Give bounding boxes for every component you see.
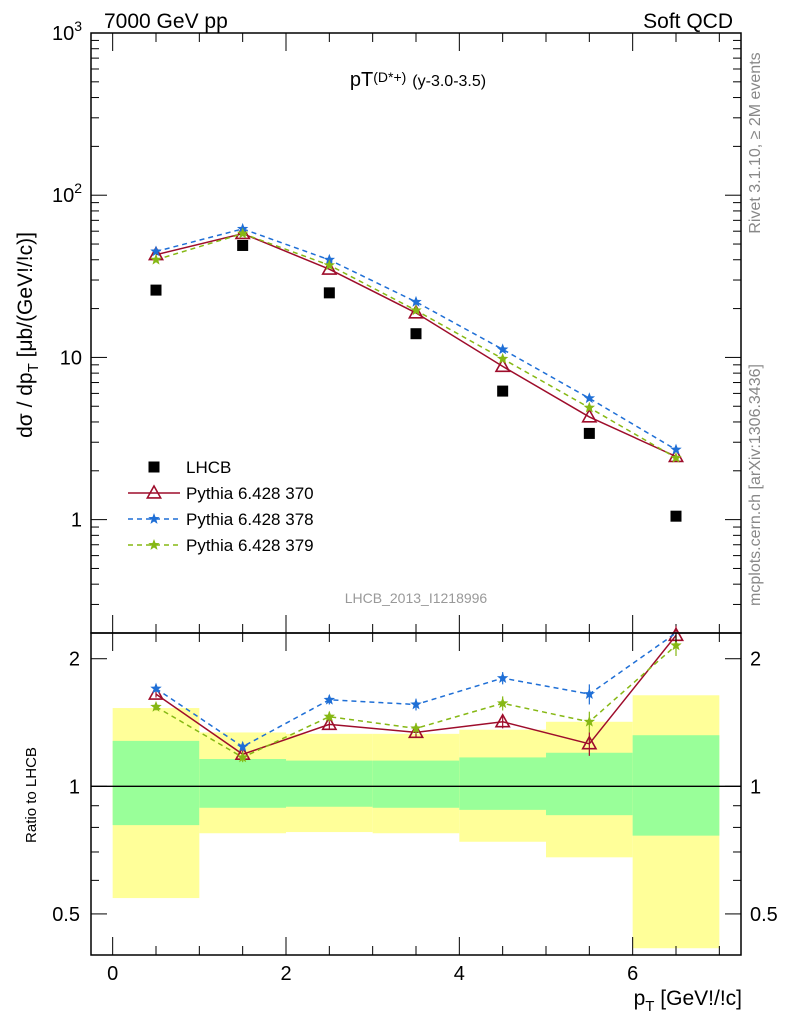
ratio-point-2-3 (410, 722, 422, 734)
ratio-point-2-6 (670, 639, 682, 651)
legend-label-0: LHCB (186, 458, 231, 477)
band-inner-0 (112, 740, 200, 826)
rivet-label: Rivet 3.1.10, ≥ 2M events (747, 52, 764, 233)
ratio-ytick-label-right: 1 (750, 776, 761, 798)
main-point-3-4 (496, 352, 509, 364)
main-title: pT(D*+) (y-3.0-3.5) (350, 69, 486, 91)
ratio-xtick-label: 6 (627, 963, 638, 985)
band-inner-5 (546, 752, 633, 816)
main-title-range: (y-3.0-3.5) (412, 73, 486, 90)
ratio-point-1-1 (236, 740, 249, 752)
main-point-0-4 (497, 385, 509, 397)
main-point-0-1 (237, 239, 249, 251)
legend-marker-3 (148, 539, 160, 550)
ratio-point-2-4 (496, 697, 509, 709)
main-point-0-6 (670, 510, 682, 522)
main-line-1 (155, 232, 677, 458)
main-point-3-3 (410, 304, 422, 316)
ratio-ytick-label-right: 2 (750, 649, 761, 671)
legend-label-1: Pythia 6.428 370 (186, 484, 314, 503)
ratio-point-0-4 (494, 713, 511, 728)
main-point-1-2 (321, 260, 338, 275)
legend-marker-1 (145, 484, 163, 499)
ratio-point-1-2 (323, 693, 336, 705)
main-point-2-4 (496, 343, 509, 355)
ratio-point-2-0 (150, 700, 162, 712)
header-energy: 7000 GeV pp (104, 10, 228, 33)
main-ytick-label: 102 (52, 180, 82, 207)
main-point-3-1 (236, 227, 249, 239)
main-line-3 (155, 232, 677, 459)
main-point-1-5 (581, 408, 598, 423)
band-inner-3 (372, 760, 460, 808)
main-line-2 (155, 228, 677, 451)
main-ytick-label: 10 (60, 347, 82, 369)
band-inner-2 (286, 760, 373, 807)
ratio-ytick-label: 0.5 (52, 904, 80, 926)
main-point-0-2 (323, 287, 335, 299)
band-inner-4 (459, 757, 546, 810)
main-point-1-4 (494, 357, 511, 373)
main-title-particle: (D*+) (373, 69, 406, 85)
source-label: mcplots.cern.ch [arXiv:1306.3436] (747, 364, 764, 606)
main-point-0-5 (583, 427, 595, 439)
main-y-axis-label: dσ / dpT [μb/(GeV!/!c)] (14, 232, 42, 438)
ratio-xtick-label: 0 (107, 963, 118, 985)
ratio-point-2-5 (583, 715, 596, 727)
ratio-point-0-2 (321, 715, 338, 731)
legend-label-2: Pythia 6.428 378 (186, 510, 314, 529)
main-point-0-3 (410, 328, 422, 340)
ratio-point-1-0 (150, 682, 162, 694)
ratio-ytick-label: 2 (69, 649, 80, 671)
x-axis-label: pT [GeV!/!c] (634, 987, 742, 1015)
ratio-panel: 0.5 0.5 1 1 2 2 0 2 4 6 Ratio to LHCB pT [GeV!/!… (23, 625, 778, 1015)
main-point-3-5 (583, 401, 596, 413)
main-panel: 1 10 102 103 pT(D*+) (y-3.0-3.5) dσ / dpT [μ… (14, 18, 742, 634)
main-title-pt: pT (350, 69, 373, 91)
header-process: Soft QCD (643, 10, 733, 33)
band-inner-1 (199, 759, 286, 808)
main-ytick-label: 103 (52, 18, 82, 45)
ratio-point-2-2 (323, 710, 336, 722)
ratio-ytick-label-right: 0.5 (750, 904, 778, 926)
ratio-point-0-5 (581, 735, 598, 750)
ratio-xtick-label: 4 (454, 963, 465, 985)
main-point-1-6 (667, 447, 685, 463)
main-point-3-6 (670, 451, 682, 463)
main-point-3-0 (150, 253, 162, 265)
main-point-2-3 (410, 295, 422, 307)
legend: LHCB Pythia 6.428 370 Pythia 6.428 378 Pyth… (128, 458, 314, 555)
ratio-ytick-label: 1 (69, 776, 80, 798)
main-point-2-5 (583, 392, 596, 404)
legend-marker-0 (148, 461, 160, 473)
legend-label-3: Pythia 6.428 379 (186, 536, 314, 555)
ratio-point-1-5 (583, 688, 596, 699)
main-ytick-label: 1 (71, 510, 82, 532)
ratio-point-2-1 (236, 751, 249, 763)
ratio-y-axis-label: Ratio to LHCB (23, 747, 40, 843)
main-point-2-0 (150, 245, 162, 257)
main-point-2-6 (670, 443, 682, 455)
ratio-point-1-3 (410, 698, 422, 710)
ratio-point-1-4 (496, 672, 509, 683)
band-inner-6 (632, 735, 720, 836)
main-point-0-0 (150, 284, 162, 296)
legend-marker-2 (148, 513, 160, 524)
watermark: LHCB_2013_I1218996 (345, 590, 488, 606)
ratio-point-0-3 (407, 723, 425, 739)
main-point-2-2 (323, 253, 336, 265)
ratio-xtick-label: 2 (280, 963, 291, 985)
main-point-3-2 (323, 259, 336, 271)
main-point-1-3 (407, 304, 425, 319)
